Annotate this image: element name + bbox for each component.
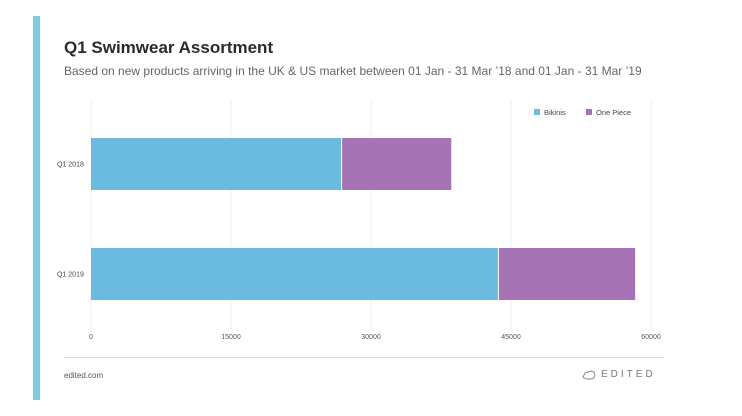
chart-subtitle: Based on new products arriving in the UK… — [64, 64, 642, 78]
x-tick-label: 0 — [89, 334, 93, 341]
y-category-label: Q1 2018 — [57, 162, 84, 169]
bar-bikinis — [91, 248, 498, 300]
x-tick-label: 15000 — [221, 334, 241, 341]
legend-swatch — [534, 109, 540, 115]
chart-title: Q1 Swimwear Assortment — [64, 38, 274, 57]
x-tick-label: 45000 — [501, 334, 521, 341]
bear-logo-icon — [582, 370, 596, 380]
legend-label: One Piece — [596, 108, 631, 117]
bar-bikinis — [91, 138, 342, 190]
bar-one-piece — [498, 248, 636, 300]
x-tick-label: 60000 — [641, 334, 661, 341]
accent-bar — [33, 16, 40, 400]
bar-one-piece — [342, 138, 452, 190]
legend-label: Bikinis — [544, 108, 566, 117]
y-category-label: Q1 2019 — [57, 272, 84, 279]
footer-site-link[interactable]: edited.com — [64, 371, 104, 380]
footer-divider — [64, 357, 664, 358]
legend-swatch — [586, 109, 592, 115]
brand-name: EDITED — [601, 368, 656, 380]
x-tick-label: 30000 — [361, 334, 381, 341]
brand-logo: EDITED — [582, 368, 656, 380]
